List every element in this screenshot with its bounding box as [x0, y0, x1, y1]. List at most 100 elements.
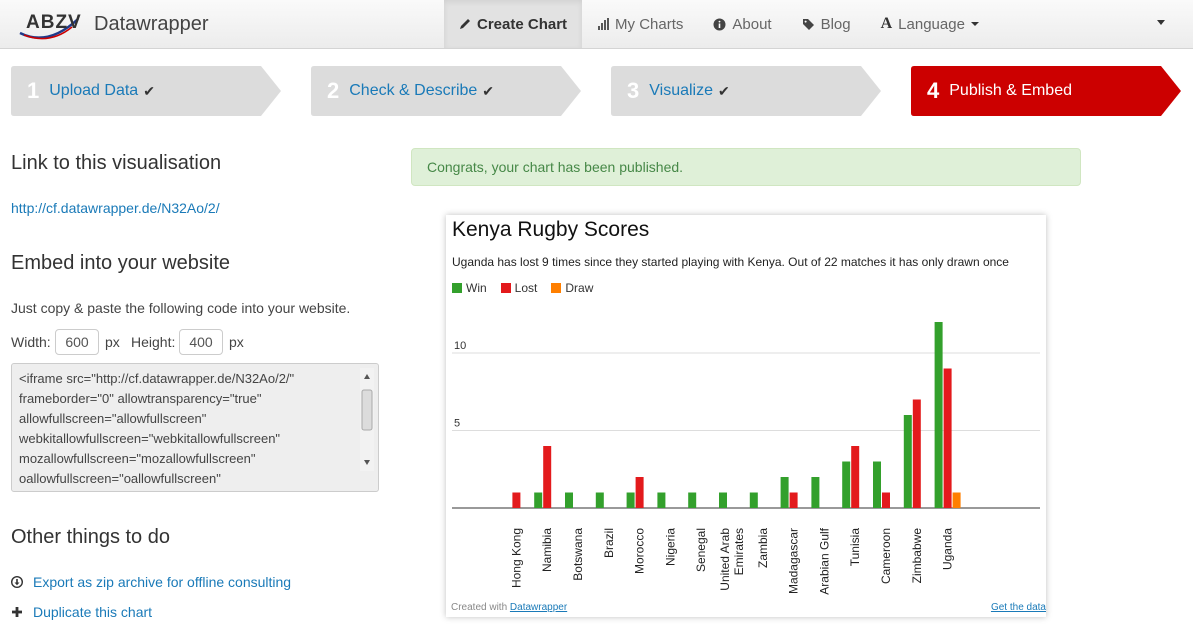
- nav-about[interactable]: About: [698, 0, 786, 48]
- y-tick-label: 5: [454, 418, 460, 430]
- chart-subtitle: Uganda has lost 9 times since they start…: [452, 255, 1009, 269]
- bar-draw: [952, 492, 961, 508]
- step-check-describe[interactable]: 2 Check & Describe ✔: [311, 66, 583, 116]
- height-input[interactable]: 400: [179, 329, 223, 355]
- duplicate-link[interactable]: Duplicate this chart: [33, 604, 153, 620]
- legend-swatch: [551, 283, 562, 293]
- x-tick-label: Morocco: [633, 528, 647, 574]
- bar-lost: [912, 399, 921, 508]
- bar-win: [565, 492, 573, 508]
- main-nav: Create Chart My Charts About Blog A Lang…: [444, 0, 994, 48]
- bar-win: [688, 492, 697, 508]
- height-unit: px: [229, 334, 244, 350]
- export-zip-action[interactable]: Export as zip archive for offline consul…: [11, 574, 291, 590]
- bar-win: [657, 492, 666, 508]
- chart-preview: Kenya Rugby Scores Uganda has lost 9 tim…: [446, 215, 1046, 617]
- bar-lost: [512, 492, 521, 508]
- nav-language[interactable]: A Language: [866, 0, 994, 48]
- brand[interactable]: ABZV Datawrapper: [12, 6, 209, 42]
- chevron-down-icon: [970, 22, 979, 26]
- pencil-icon: [459, 18, 471, 30]
- legend-item-lost: Lost: [500, 281, 538, 295]
- nav-create-chart-label: Create Chart: [477, 15, 568, 33]
- legend-item-draw: Draw: [551, 281, 593, 295]
- chart-legend: Win Lost Draw: [452, 281, 607, 295]
- chart-title: Kenya Rugby Scores: [452, 218, 650, 241]
- download-icon: [11, 576, 27, 588]
- x-tick-label: Tunisia: [848, 528, 862, 567]
- embed-heading: Embed into your website: [11, 252, 231, 274]
- legend-label: Lost: [514, 281, 538, 295]
- brand-name: Datawrapper: [94, 12, 209, 35]
- tag-icon: [802, 18, 815, 31]
- x-tick-label: Senegal: [694, 528, 708, 572]
- logo-text: ABZV: [26, 12, 82, 33]
- x-tick-label: Brazil: [602, 528, 616, 558]
- checkmark-icon: ✔: [482, 82, 495, 99]
- bar-win: [903, 415, 912, 508]
- get-data-link[interactable]: Get the data: [990, 602, 1046, 613]
- bar-lost: [789, 492, 798, 508]
- step-number: 4: [927, 78, 940, 103]
- duplicate-action[interactable]: Duplicate this chart: [11, 604, 152, 620]
- textarea-scrollbar[interactable]: [360, 368, 374, 471]
- credit-prefix: Created with: [451, 602, 510, 613]
- plus-icon: [11, 606, 27, 618]
- step-publish-embed[interactable]: 4 Publish & Embed: [911, 66, 1183, 116]
- x-tick-label: Emirates: [732, 528, 746, 575]
- nav-my-charts-label: My Charts: [615, 15, 684, 33]
- bar-lost: [882, 492, 890, 508]
- x-tick-label: Nigeria: [663, 528, 677, 566]
- bar-win: [626, 492, 635, 508]
- step-label: Publish & Embed: [949, 82, 1072, 99]
- embed-code-textarea[interactable]: <iframe src="http://cf.datawrapper.de/N3…: [11, 363, 379, 492]
- x-tick-label: Botswana: [571, 528, 585, 581]
- checkmark-icon: ✔: [718, 82, 730, 99]
- legend-swatch: [500, 283, 511, 293]
- x-tick-label: Hong Kong: [509, 528, 523, 588]
- chart-plot: 5 10 Hong Kong Namibia Botswana Brazil Morocco…: [452, 322, 1040, 595]
- bar-win: [595, 492, 604, 508]
- legend-item-win: Win: [452, 281, 487, 295]
- x-tick-label: Arabian Gulf: [817, 527, 831, 594]
- legend-label: Draw: [565, 281, 594, 295]
- bar-lost: [851, 446, 860, 508]
- step-number: 2: [327, 78, 340, 103]
- x-tick-label: Namibia: [540, 528, 554, 572]
- abzv-logo: ABZV: [12, 7, 86, 41]
- bar-win: [780, 477, 789, 508]
- bar-lost: [943, 368, 952, 508]
- x-tick-label: United Arab: [718, 528, 732, 591]
- bar-win: [934, 322, 943, 508]
- width-label: Width:: [11, 334, 51, 350]
- export-zip-link[interactable]: Export as zip archive for offline consul…: [33, 574, 292, 590]
- step-number: 3: [627, 78, 640, 103]
- published-link[interactable]: http://cf.datawrapper.de/N32Ao/2/: [11, 200, 220, 216]
- user-menu-caret-icon[interactable]: [1157, 20, 1165, 25]
- step-label: Upload Data: [49, 82, 139, 99]
- datawrapper-link[interactable]: Datawrapper: [509, 602, 568, 613]
- top-navbar: ABZV Datawrapper Create Chart My Charts …: [0, 0, 1193, 49]
- bar-win: [534, 492, 543, 508]
- step-label: Visualize: [649, 82, 713, 99]
- height-label: Height:: [131, 334, 176, 350]
- checkmark-icon: ✔: [143, 82, 155, 99]
- legend-swatch: [452, 283, 462, 293]
- nav-language-label: Language: [898, 15, 965, 33]
- bar-win: [842, 461, 851, 508]
- legend-label: Win: [466, 281, 487, 295]
- nav-blog[interactable]: Blog: [787, 0, 866, 48]
- bar-win: [811, 477, 820, 508]
- y-tick-label: 10: [454, 340, 466, 352]
- info-icon: [713, 18, 726, 31]
- nav-create-chart[interactable]: Create Chart: [444, 0, 583, 48]
- x-tick-label: Zimbabwe: [910, 528, 924, 584]
- width-input[interactable]: 600: [55, 329, 99, 355]
- nav-my-charts[interactable]: My Charts: [582, 0, 698, 48]
- other-heading: Other things to do: [11, 526, 170, 548]
- success-alert: Congrats, your chart has been published.: [411, 148, 1081, 186]
- embed-code: <iframe src="http://cf.datawrapper.de/N3…: [19, 371, 295, 486]
- step-upload-data[interactable]: 1 Upload Data ✔: [11, 66, 283, 116]
- step-visualize[interactable]: 3 Visualize ✔: [611, 66, 883, 116]
- bar-lost: [543, 446, 552, 508]
